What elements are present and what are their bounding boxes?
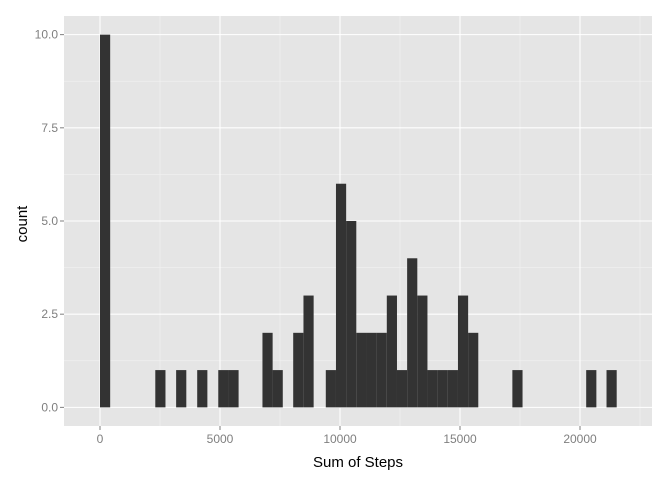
histogram-bar <box>586 370 597 408</box>
y-tick-label: 7.5 <box>41 121 58 135</box>
x-tick-label: 20000 <box>563 432 597 446</box>
histogram-bar <box>197 370 208 408</box>
histogram-bar <box>155 370 166 408</box>
x-tick-label: 0 <box>97 432 104 446</box>
histogram-bar <box>228 370 239 408</box>
histogram-bar <box>366 332 377 408</box>
x-axis-title: Sum of Steps <box>313 454 403 471</box>
histogram-bar <box>335 183 347 408</box>
x-tick-label: 15000 <box>443 432 477 446</box>
histogram-bar <box>262 332 273 408</box>
histogram-bar <box>437 370 448 408</box>
histogram-bar <box>447 370 458 408</box>
histogram-bar <box>386 295 397 408</box>
histogram-bar <box>272 370 283 408</box>
histogram-bar <box>396 370 408 408</box>
x-tick-label: 10000 <box>323 432 357 446</box>
histogram-bar <box>293 332 304 408</box>
histogram-bar <box>356 332 367 408</box>
x-axis-ticks: 0 5000 10000 15000 20000 <box>97 426 597 446</box>
histogram-bar <box>346 221 357 408</box>
y-tick-label: 10.0 <box>35 28 59 42</box>
histogram-bar <box>303 295 314 408</box>
histogram-bar <box>468 332 479 408</box>
y-tick-label: 0.0 <box>41 400 58 414</box>
y-tick-label: 5.0 <box>41 214 58 228</box>
histogram-bar <box>512 370 523 408</box>
histogram-bar <box>407 258 418 408</box>
histogram-bar <box>325 370 336 408</box>
histogram-bar <box>100 34 111 408</box>
histogram-bar <box>606 370 617 408</box>
histogram-bar <box>457 295 469 408</box>
histogram-bar <box>218 370 229 408</box>
x-tick-label: 5000 <box>207 432 234 446</box>
histogram-bar <box>376 332 387 408</box>
histogram-bars <box>100 34 617 408</box>
y-axis-title: count <box>14 205 31 243</box>
histogram-bar <box>176 370 187 408</box>
histogram-bar <box>427 370 438 408</box>
y-axis-ticks: 0.0 2.5 5.0 7.5 10.0 <box>35 28 64 414</box>
y-tick-label: 2.5 <box>41 307 58 321</box>
histogram-bar <box>417 295 428 408</box>
